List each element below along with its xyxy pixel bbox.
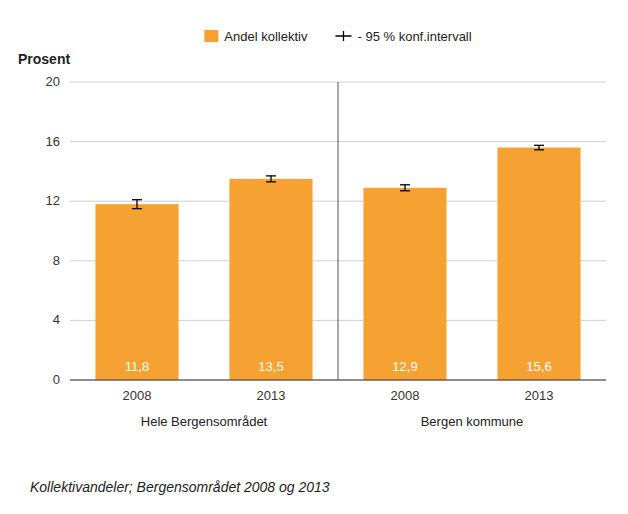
y-tick-label: 12 [46, 193, 60, 208]
error-stem [538, 145, 539, 149]
bar [229, 179, 312, 380]
legend-swatch [204, 30, 218, 42]
legend-label: Andel kollektiv [224, 29, 308, 44]
group-separator [338, 82, 339, 380]
bar [363, 188, 446, 380]
error-cap [534, 149, 544, 150]
error-cap [400, 184, 410, 185]
error-bar [400, 185, 410, 191]
x-tick-label: 2013 [525, 388, 554, 403]
grid [70, 82, 606, 380]
value-label: 13,5 [258, 359, 283, 374]
error-cap [534, 145, 544, 146]
caption: Kollektivandeler; Bergensområdet 2008 og… [30, 479, 330, 495]
bars [95, 145, 580, 380]
x-tick-label: 2013 [257, 388, 286, 403]
error-cap [132, 208, 142, 209]
x-axis-line [70, 380, 606, 381]
legend-error-key [343, 31, 344, 41]
value-label: 12,9 [392, 359, 417, 374]
error-bar [534, 145, 544, 149]
error-stem [136, 200, 137, 209]
y-axis-label: Prosent [18, 51, 70, 67]
y-tick-label: 16 [46, 134, 60, 149]
error-bar [132, 200, 142, 209]
value-label: 11,8 [125, 359, 149, 374]
error-cap [266, 181, 276, 182]
y-tick-label: 4 [53, 312, 60, 327]
error-stem [270, 176, 271, 182]
chart-svg: 0 4 8 12 16 20 11,8 13,5 12,9 15,6 2008 2013 2008 201… [0, 0, 628, 514]
error-bar [266, 176, 276, 182]
legend-label: - 95 % konf.intervall [357, 29, 471, 44]
grid-line [70, 380, 606, 381]
error-stem [404, 185, 405, 191]
chart-root: 0 4 8 12 16 20 11,8 13,5 12,9 15,6 2008 2013 2008 201… [0, 0, 628, 514]
x-tick-label: 2008 [391, 388, 420, 403]
y-tick-label: 20 [46, 74, 60, 89]
error-cap [132, 199, 142, 200]
x-tick-label: 2008 [123, 388, 152, 403]
group-label: Hele Bergensområdet [141, 414, 268, 429]
value-label: 15,6 [526, 359, 551, 374]
y-tick-label: 8 [53, 253, 60, 268]
legend: Andel kollektiv - 95 % konf.intervall [204, 29, 471, 44]
bar [95, 204, 178, 380]
error-cap [266, 175, 276, 176]
y-tick-label: 0 [53, 372, 60, 387]
error-cap [400, 190, 410, 191]
group-label: Bergen kommune [421, 414, 524, 429]
bar [497, 148, 580, 380]
